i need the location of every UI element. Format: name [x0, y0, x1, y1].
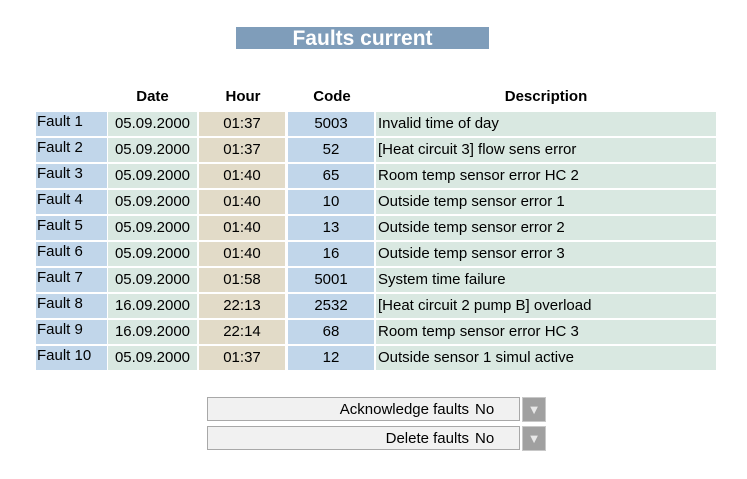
fault-code: 16: [288, 242, 374, 266]
acknowledge-faults-label: Acknowledge faults: [339, 401, 469, 418]
fault-code: 68: [288, 320, 374, 344]
fault-hour: 22:13: [199, 294, 285, 318]
fault-label: Fault 6: [36, 242, 107, 266]
fault-description: Outside temp sensor error 2: [376, 216, 716, 240]
fault-hour: 01:37: [199, 138, 285, 162]
triangle-down-icon[interactable]: ▼: [522, 397, 546, 422]
fault-description: Outside temp sensor error 3: [376, 242, 716, 266]
fault-date: 16.09.2000: [108, 320, 197, 344]
fault-label: Fault 8: [36, 294, 107, 318]
fault-code: 13: [288, 216, 374, 240]
fault-label: Fault 5: [36, 216, 107, 240]
fault-description: Invalid time of day: [376, 112, 716, 136]
fault-hour: 01:40: [199, 216, 285, 240]
header-description: Description: [504, 88, 588, 105]
fault-label: Fault 10: [36, 346, 107, 370]
fault-label: Fault 7: [36, 268, 107, 292]
fault-code: 5001: [288, 268, 374, 292]
fault-date: 05.09.2000: [108, 138, 197, 162]
fault-date: 05.09.2000: [108, 216, 197, 240]
fault-code: 5003: [288, 112, 374, 136]
fault-date: 05.09.2000: [108, 164, 197, 188]
fault-label: Fault 3: [36, 164, 107, 188]
fault-hour: 01:37: [199, 112, 285, 136]
fault-label: Fault 4: [36, 190, 107, 214]
fault-date: 05.09.2000: [108, 268, 197, 292]
fault-code: 12: [288, 346, 374, 370]
fault-code: 65: [288, 164, 374, 188]
header-code: Code: [313, 88, 351, 105]
fault-hour: 01:40: [199, 242, 285, 266]
acknowledge-faults-select[interactable]: Acknowledge faults No: [207, 397, 520, 421]
triangle-down-icon[interactable]: ▼: [522, 426, 546, 451]
fault-description: Room temp sensor error HC 3: [376, 320, 716, 344]
fault-hour: 01:58: [199, 268, 285, 292]
fault-date: 05.09.2000: [108, 112, 197, 136]
fault-hour: 01:37: [199, 346, 285, 370]
header-date: Date: [136, 88, 169, 105]
fault-description: Outside sensor 1 simul active: [376, 346, 716, 370]
fault-description: Outside temp sensor error 1: [376, 190, 716, 214]
fault-description: [Heat circuit 2 pump B] overload: [376, 294, 716, 318]
fault-date: 05.09.2000: [108, 242, 197, 266]
fault-date: 05.09.2000: [108, 190, 197, 214]
acknowledge-faults-value: No: [475, 401, 495, 418]
header-hour: Hour: [225, 88, 261, 105]
delete-faults-label: Delete faults: [385, 430, 469, 447]
fault-code: 10: [288, 190, 374, 214]
fault-label: Fault 9: [36, 320, 107, 344]
fault-date: 05.09.2000: [108, 346, 197, 370]
fault-label: Fault 1: [36, 112, 107, 136]
fault-code: 2532: [288, 294, 374, 318]
fault-label: Fault 2: [36, 138, 107, 162]
delete-faults-value: No: [475, 430, 495, 447]
fault-hour: 01:40: [199, 164, 285, 188]
delete-faults-select[interactable]: Delete faults No: [207, 426, 520, 450]
page-title: Faults current: [236, 27, 489, 50]
fault-hour: 22:14: [199, 320, 285, 344]
fault-hour: 01:40: [199, 190, 285, 214]
fault-description: Room temp sensor error HC 2: [376, 164, 716, 188]
fault-code: 52: [288, 138, 374, 162]
fault-description: System time failure: [376, 268, 716, 292]
fault-description: [Heat circuit 3] flow sens error: [376, 138, 716, 162]
fault-date: 16.09.2000: [108, 294, 197, 318]
